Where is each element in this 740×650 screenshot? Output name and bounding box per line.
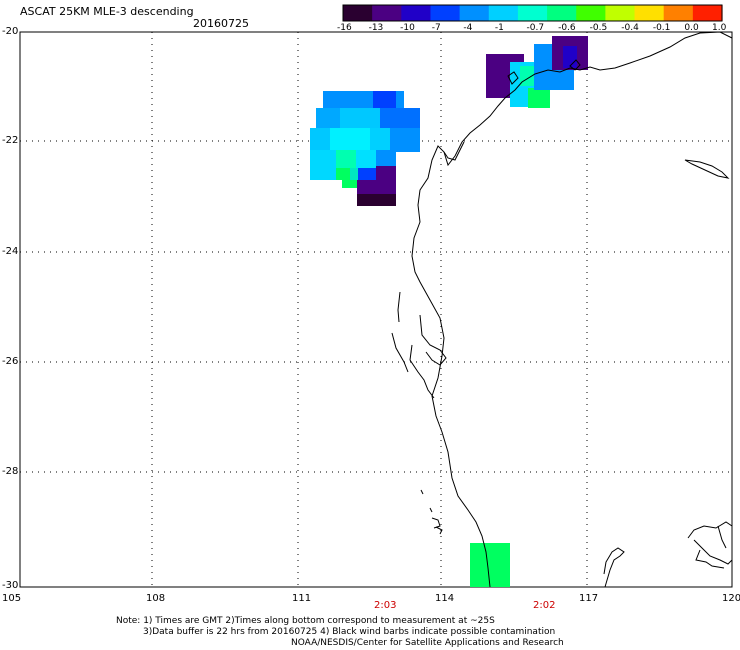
pass-time: 2:03 [374, 600, 397, 611]
colorbar-tick-label: -13 [368, 23, 384, 33]
note-line-2: 3)Data buffer is 22 hrs from 20160725 4)… [143, 627, 556, 637]
colorbar [342, 4, 723, 22]
lat-label: -26 [2, 356, 19, 367]
colorbar-tick-label: -0.6 [558, 23, 576, 33]
lon-label: 105 [2, 593, 22, 604]
map-title: ASCAT 25KM MLE-3 descending [20, 5, 194, 18]
colorbar-tick-label: 1.0 [712, 23, 727, 33]
lat-label: -30 [2, 580, 19, 591]
colorbar-swatch [459, 5, 490, 21]
colorbar-border [342, 4, 723, 22]
colorbar-tick-label: -1 [494, 23, 504, 33]
lon-label: 117 [579, 593, 599, 604]
lat-label: -24 [2, 246, 19, 257]
colorbar-swatch [401, 5, 432, 21]
colorbar-swatch [547, 5, 577, 21]
colorbar-swatch [605, 5, 636, 21]
lon-label: 114 [435, 593, 455, 604]
colorbar-tick-label: -4 [463, 23, 473, 33]
wind-swath-northeast [486, 36, 588, 108]
colorbar-swatch [663, 5, 694, 21]
colorbar-tick-label: -10 [400, 23, 415, 33]
colorbar-tick-label: 0.0 [684, 23, 699, 33]
lon-label: 108 [146, 593, 166, 604]
coastline [391, 31, 733, 588]
colorbar-swatch [517, 5, 548, 21]
pass-time: 2:02 [533, 600, 556, 611]
colorbar-swatch [692, 5, 723, 21]
graticule [20, 32, 732, 587]
map-date: 20160725 [193, 17, 249, 30]
colorbar-swatch [430, 5, 461, 21]
lat-label: -22 [2, 135, 19, 146]
colorbar-swatch [372, 5, 402, 21]
colorbar-tick-label: -0.5 [589, 23, 608, 33]
colorbar-swatch [488, 5, 519, 21]
wind-swath-west [310, 91, 420, 206]
lon-label: 120 [722, 593, 740, 604]
colorbar-swatch [343, 5, 373, 21]
wind-swath-south [470, 543, 510, 587]
lat-label: -20 [2, 26, 19, 37]
colorbar-tick-label: -0.7 [526, 23, 545, 33]
colorbar-swatch [634, 5, 665, 21]
colorbar-tick-label: -7 [431, 23, 441, 33]
note-line-3: NOAA/NESDIS/Center for Satellite Applica… [291, 638, 564, 648]
colorbar-swatch [576, 5, 606, 21]
colorbar-tick-label: -16 [337, 23, 352, 33]
colorbar-tick-label: -0.1 [652, 23, 671, 33]
lon-label: 111 [292, 593, 312, 604]
colorbar-tick-label: -0.4 [621, 23, 639, 33]
lat-label: -28 [2, 466, 19, 477]
note-line-1: Note: 1) Times are GMT 2)Times along bot… [116, 616, 495, 626]
